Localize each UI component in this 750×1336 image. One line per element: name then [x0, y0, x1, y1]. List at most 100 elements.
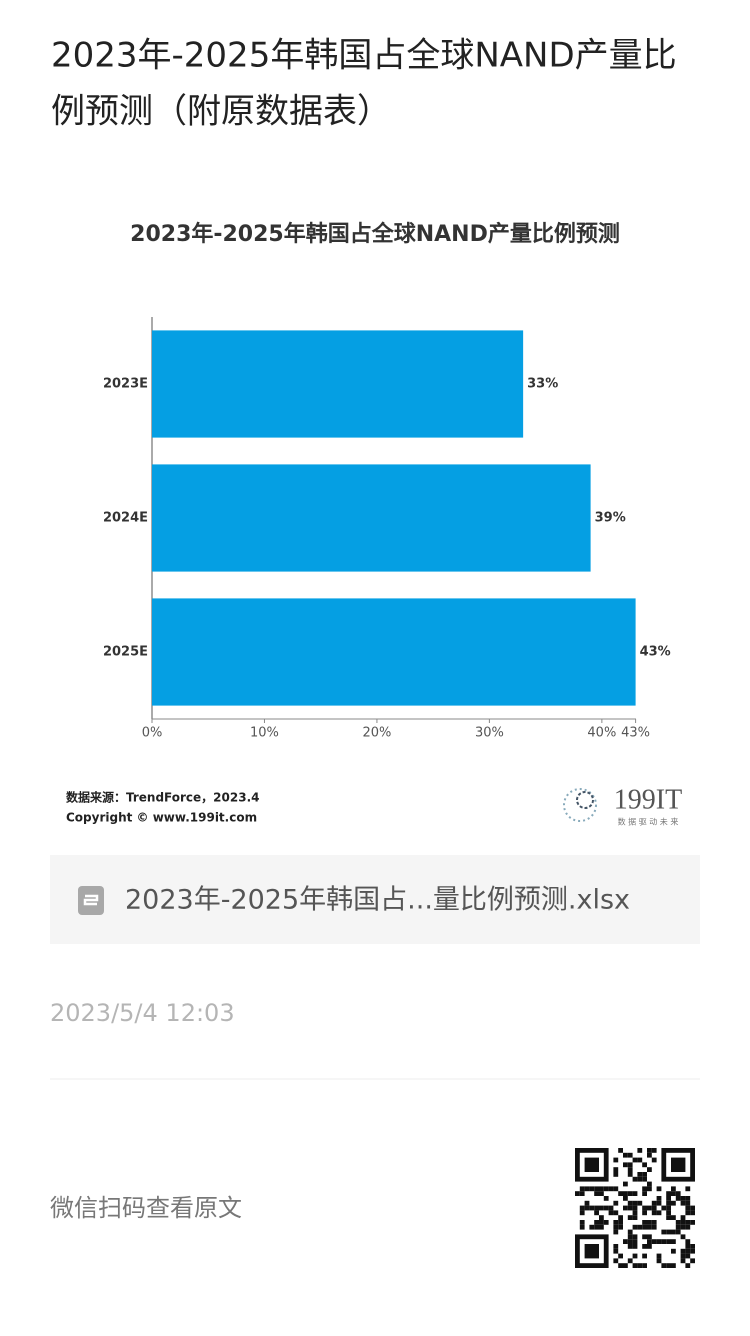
logo: 199IT: [614, 784, 682, 815]
qr-module: [613, 1229, 619, 1235]
qr-module: [632, 1157, 638, 1163]
qr-module: [599, 1191, 604, 1196]
qr-module: [618, 1215, 623, 1220]
qr-module: [642, 1205, 647, 1211]
qr-module: [685, 1244, 691, 1249]
qr-module: [642, 1234, 647, 1240]
qr-module: [637, 1176, 643, 1182]
file-icon-glyph: [83, 894, 99, 906]
qr-module: [627, 1152, 633, 1158]
qr-module: [651, 1239, 657, 1244]
qr-module: [594, 1191, 599, 1196]
qr-module: [680, 1220, 686, 1225]
qr-module: [632, 1239, 638, 1244]
qr-module: [656, 1258, 662, 1264]
qr-module: [666, 1263, 671, 1268]
chart-title: 2023年-2025年韩国占全球NAND产量比例预测: [130, 221, 620, 247]
qr-module: [579, 1210, 585, 1216]
qr-module: [680, 1234, 686, 1240]
file-name[interactable]: 2023年-2025年韩国占...量比例预测.xlsx: [125, 885, 630, 916]
qr-module: [647, 1239, 652, 1244]
qr-module: [627, 1229, 633, 1235]
qr-module: [599, 1215, 604, 1220]
qr-module: [627, 1215, 633, 1220]
qr-module: [656, 1186, 662, 1192]
qr-module: [594, 1205, 599, 1211]
qr-code[interactable]: [575, 1148, 695, 1268]
qr-module: [666, 1210, 671, 1216]
publish-date: 2023/5/4 12:03: [50, 999, 235, 1027]
qr-module: [647, 1152, 652, 1158]
qr-module: [651, 1220, 657, 1225]
qr-module: [613, 1200, 619, 1206]
qr-module: [671, 1229, 676, 1235]
qr-module: [618, 1253, 623, 1259]
x-tick-label: 10%: [250, 726, 279, 741]
qr-module: [675, 1220, 681, 1225]
qr-module: [651, 1210, 657, 1216]
qr-module: [656, 1196, 662, 1201]
qr-module: [618, 1263, 623, 1268]
qr-module: [656, 1239, 662, 1244]
x-tick-label: 30%: [475, 726, 504, 741]
qr-module: [685, 1186, 691, 1192]
qr-finder: [584, 1157, 599, 1172]
qr-module: [680, 1200, 686, 1206]
x-tick-label: 40%: [587, 726, 616, 741]
qr-module: [685, 1205, 691, 1211]
qr-module: [637, 1157, 643, 1163]
qr-module: [656, 1210, 662, 1216]
qr-module: [680, 1248, 686, 1254]
qr-module: [613, 1210, 619, 1216]
qr-module: [642, 1244, 647, 1249]
qr-module: [675, 1191, 681, 1196]
qr-module: [618, 1220, 623, 1225]
qr-module: [685, 1253, 691, 1259]
qr-module: [637, 1224, 643, 1230]
qr-module: [603, 1186, 609, 1192]
qr-module: [690, 1220, 695, 1225]
qr-module: [623, 1263, 628, 1268]
qr-module: [671, 1191, 676, 1196]
qr-module: [671, 1263, 676, 1268]
qr-module: [675, 1196, 681, 1201]
qr-module: [632, 1253, 638, 1259]
x-tick-label: 0%: [142, 726, 163, 741]
y-tick-label: 2025E: [103, 645, 148, 660]
qr-module: [632, 1176, 638, 1182]
qr-module: [579, 1224, 585, 1230]
qr-module: [690, 1258, 695, 1264]
qr-module: [651, 1224, 657, 1230]
qr-module: [613, 1157, 619, 1163]
qr-module: [594, 1224, 599, 1230]
qr-module: [599, 1224, 604, 1230]
qr-module: [594, 1186, 599, 1192]
qr-module: [627, 1191, 633, 1196]
qr-module: [642, 1224, 647, 1230]
bar: [152, 598, 636, 706]
qr-module: [627, 1234, 633, 1240]
qr-module: [661, 1239, 667, 1244]
qr-module: [613, 1167, 619, 1172]
qr-module: [632, 1200, 638, 1206]
qr-module: [589, 1205, 595, 1211]
qr-module: [642, 1220, 647, 1225]
qr-module: [613, 1248, 619, 1254]
qr-module: [613, 1220, 619, 1225]
qr-module: [647, 1181, 652, 1187]
attachment-card[interactable]: [50, 855, 700, 944]
qr-module: [647, 1220, 652, 1225]
qr-module: [656, 1253, 662, 1259]
qr-module: [671, 1239, 676, 1244]
qr-module: [671, 1186, 676, 1192]
qr-module: [632, 1215, 638, 1220]
qr-module: [685, 1263, 691, 1268]
qr-module: [599, 1220, 604, 1225]
qr-module: [632, 1205, 638, 1211]
value-label: 43%: [640, 645, 671, 660]
qr-module: [647, 1224, 652, 1230]
qr-module: [623, 1191, 628, 1196]
qr-finder: [584, 1244, 599, 1259]
qr-module: [579, 1205, 585, 1211]
